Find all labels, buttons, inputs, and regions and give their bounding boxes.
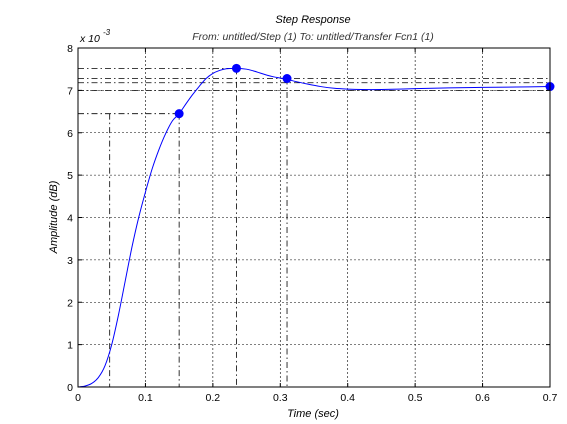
x-axis-ticks: 0 0.1 0.2 0.3 0.4 0.5 0.6 0.7 — [75, 48, 557, 404]
y-exponent-power: -3 — [103, 28, 111, 37]
y-axis-label: Amplitude (dB) — [48, 180, 60, 254]
y-tick-label: 7 — [67, 85, 73, 97]
grid-lines — [78, 48, 550, 387]
reference-lines — [78, 67, 550, 387]
y-tick-label: 3 — [67, 255, 73, 267]
characteristic-point-marker[interactable] — [282, 74, 292, 84]
characteristic-point-marker[interactable] — [231, 63, 241, 73]
x-tick-label: 0.5 — [408, 392, 423, 404]
y-tick-label: 2 — [67, 297, 73, 309]
y-tick-label: 4 — [67, 213, 73, 225]
x-tick-label: 0.3 — [273, 392, 288, 404]
y-tick-label: 5 — [67, 170, 73, 182]
y-tick-label: 1 — [67, 340, 73, 352]
x-tick-label: 0.2 — [206, 392, 221, 404]
x-tick-label: 0.6 — [475, 392, 490, 404]
y-exponent-base: x 10 — [79, 33, 100, 45]
y-tick-label: 0 — [67, 382, 73, 394]
series-line — [77, 67, 551, 388]
x-tick-label: 0.7 — [543, 392, 558, 404]
x-tick-label: 0.1 — [138, 392, 153, 404]
characteristic-point-marker[interactable] — [174, 109, 184, 119]
y-tick-label: 8 — [67, 43, 73, 55]
y-axis-ticks: 0 1 2 3 4 5 6 7 8 — [67, 43, 550, 394]
y-tick-label: 6 — [67, 128, 73, 140]
x-axis-label: Time (sec) — [287, 408, 339, 420]
chart-subtitle: From: untitled/Step (1) To: untitled/Tra… — [192, 31, 434, 43]
x-tick-label: 0 — [75, 392, 81, 404]
x-tick-label: 0.4 — [340, 392, 355, 404]
chart-title: Step Response — [275, 14, 350, 26]
